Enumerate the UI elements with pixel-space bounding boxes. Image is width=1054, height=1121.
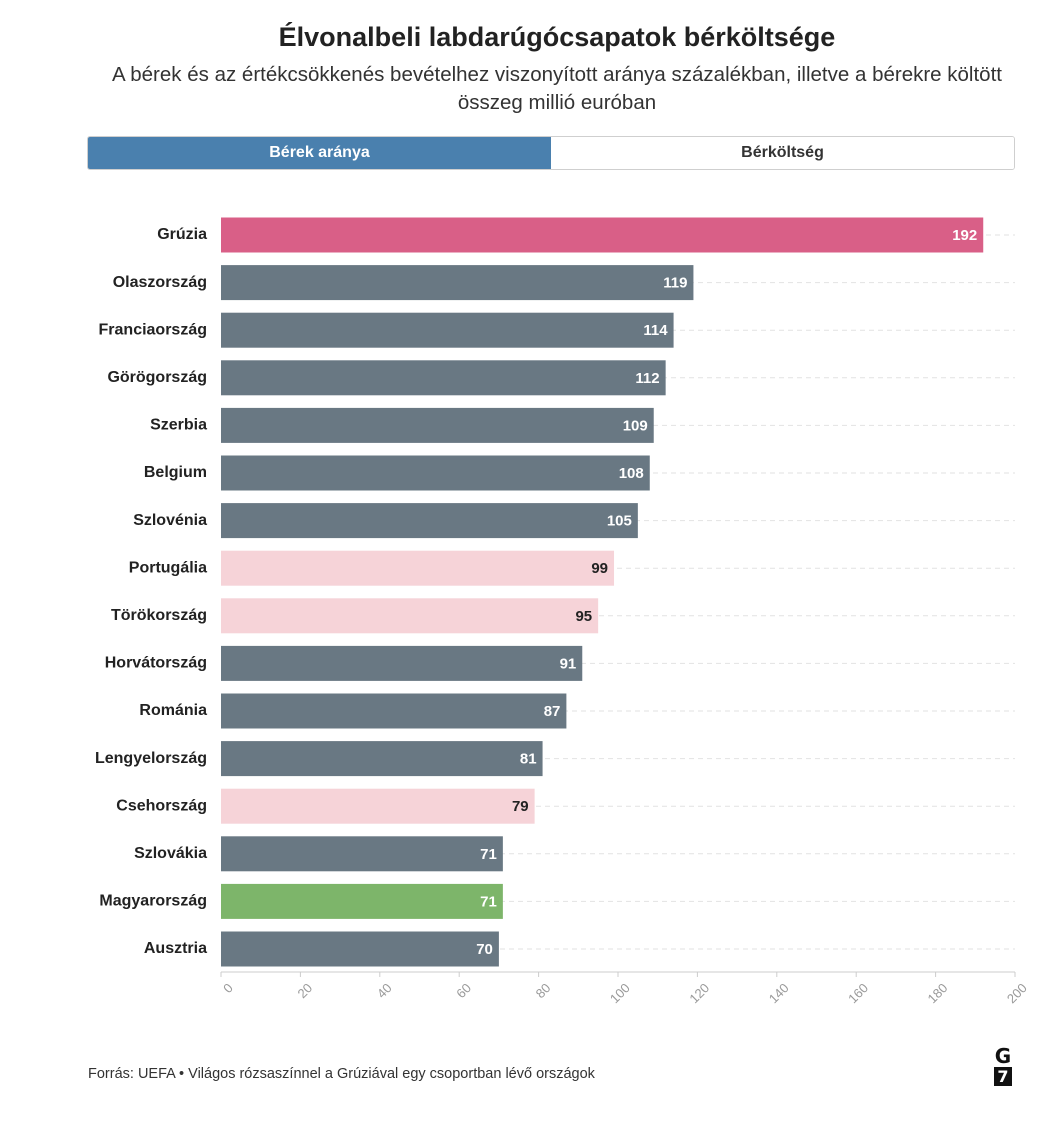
category-label: Törökország bbox=[111, 607, 207, 624]
value-label: 71 bbox=[480, 846, 497, 863]
bar bbox=[221, 550, 615, 586]
value-label: 87 bbox=[544, 703, 561, 720]
category-label: Görögország bbox=[107, 369, 207, 386]
chart-title: Élvonalbeli labdarúgócsapatok bérköltség… bbox=[278, 22, 836, 52]
x-tick-label: 20 bbox=[294, 980, 315, 1001]
x-tick-label: 80 bbox=[533, 980, 554, 1001]
bar bbox=[221, 407, 654, 443]
category-label: Magyarország bbox=[99, 893, 207, 910]
value-label: 105 bbox=[607, 513, 632, 530]
bar bbox=[221, 645, 583, 681]
x-tick-label: 40 bbox=[374, 980, 395, 1001]
value-label: 79 bbox=[512, 798, 529, 815]
chart-subtitle: A bérek és az értékcsökkenés bevételhez … bbox=[112, 63, 1002, 114]
category-label: Lengyelország bbox=[95, 750, 207, 767]
bar bbox=[221, 788, 535, 824]
x-tick-label: 140 bbox=[766, 980, 792, 1006]
category-label: Olaszország bbox=[113, 274, 207, 291]
category-label: Szlovákia bbox=[134, 845, 207, 862]
category-label: Belgium bbox=[144, 464, 207, 481]
category-label: Románia bbox=[139, 702, 207, 719]
x-tick-label: 60 bbox=[453, 980, 474, 1001]
view-toggle: Bérek aránya Bérköltség bbox=[87, 136, 1015, 170]
bar bbox=[221, 455, 650, 491]
category-label: Franciaország bbox=[99, 321, 207, 338]
value-label: 114 bbox=[643, 322, 668, 339]
value-label: 81 bbox=[520, 751, 537, 768]
bar bbox=[221, 598, 599, 634]
category-label: Csehország bbox=[116, 797, 207, 814]
category-label: Portugália bbox=[129, 559, 207, 576]
value-label: 108 bbox=[619, 465, 644, 482]
bar bbox=[221, 883, 503, 919]
x-tick-label: 0 bbox=[220, 980, 236, 996]
bar bbox=[221, 360, 666, 396]
value-label: 95 bbox=[575, 608, 592, 625]
bar bbox=[221, 836, 503, 872]
source-note: Forrás: UEFA • Világos rózsaszínnel a Gr… bbox=[88, 1066, 595, 1082]
x-tick-label: 180 bbox=[925, 980, 951, 1006]
x-tick-label: 100 bbox=[607, 980, 633, 1006]
x-tick-label: 120 bbox=[686, 980, 712, 1006]
x-tick-label: 160 bbox=[845, 980, 871, 1006]
bar bbox=[221, 931, 499, 967]
g7-logo: G 7 bbox=[990, 1046, 1016, 1086]
value-label: 192 bbox=[952, 227, 977, 244]
bar-chart: 0 20 40 60 80 100 120 140 160 180 200 Grúzia 192 Olas… bbox=[95, 217, 1030, 1006]
value-label: 71 bbox=[480, 893, 497, 910]
tab-berek-aranya[interactable]: Bérek aránya bbox=[88, 137, 551, 169]
tab-berkoltseg[interactable]: Bérköltség bbox=[551, 137, 1014, 169]
category-label: Szerbia bbox=[150, 417, 207, 434]
logo-7: 7 bbox=[994, 1067, 1012, 1086]
bar bbox=[221, 741, 543, 777]
category-label: Szlovénia bbox=[133, 512, 207, 529]
logo-g: G bbox=[994, 1044, 1012, 1068]
bar bbox=[221, 693, 567, 729]
value-label: 119 bbox=[663, 275, 687, 292]
value-label: 109 bbox=[623, 417, 648, 434]
value-label: 112 bbox=[635, 370, 659, 387]
bar bbox=[221, 265, 694, 301]
category-label: Ausztria bbox=[144, 940, 207, 957]
value-label: 99 bbox=[591, 560, 608, 577]
bar bbox=[221, 503, 638, 539]
x-tick-label: 200 bbox=[1004, 980, 1030, 1006]
category-label: Grúzia bbox=[157, 226, 207, 243]
bar bbox=[221, 312, 674, 348]
value-label: 70 bbox=[476, 941, 493, 958]
bar bbox=[221, 217, 984, 253]
value-label: 91 bbox=[560, 655, 577, 672]
category-label: Horvátország bbox=[105, 655, 207, 672]
